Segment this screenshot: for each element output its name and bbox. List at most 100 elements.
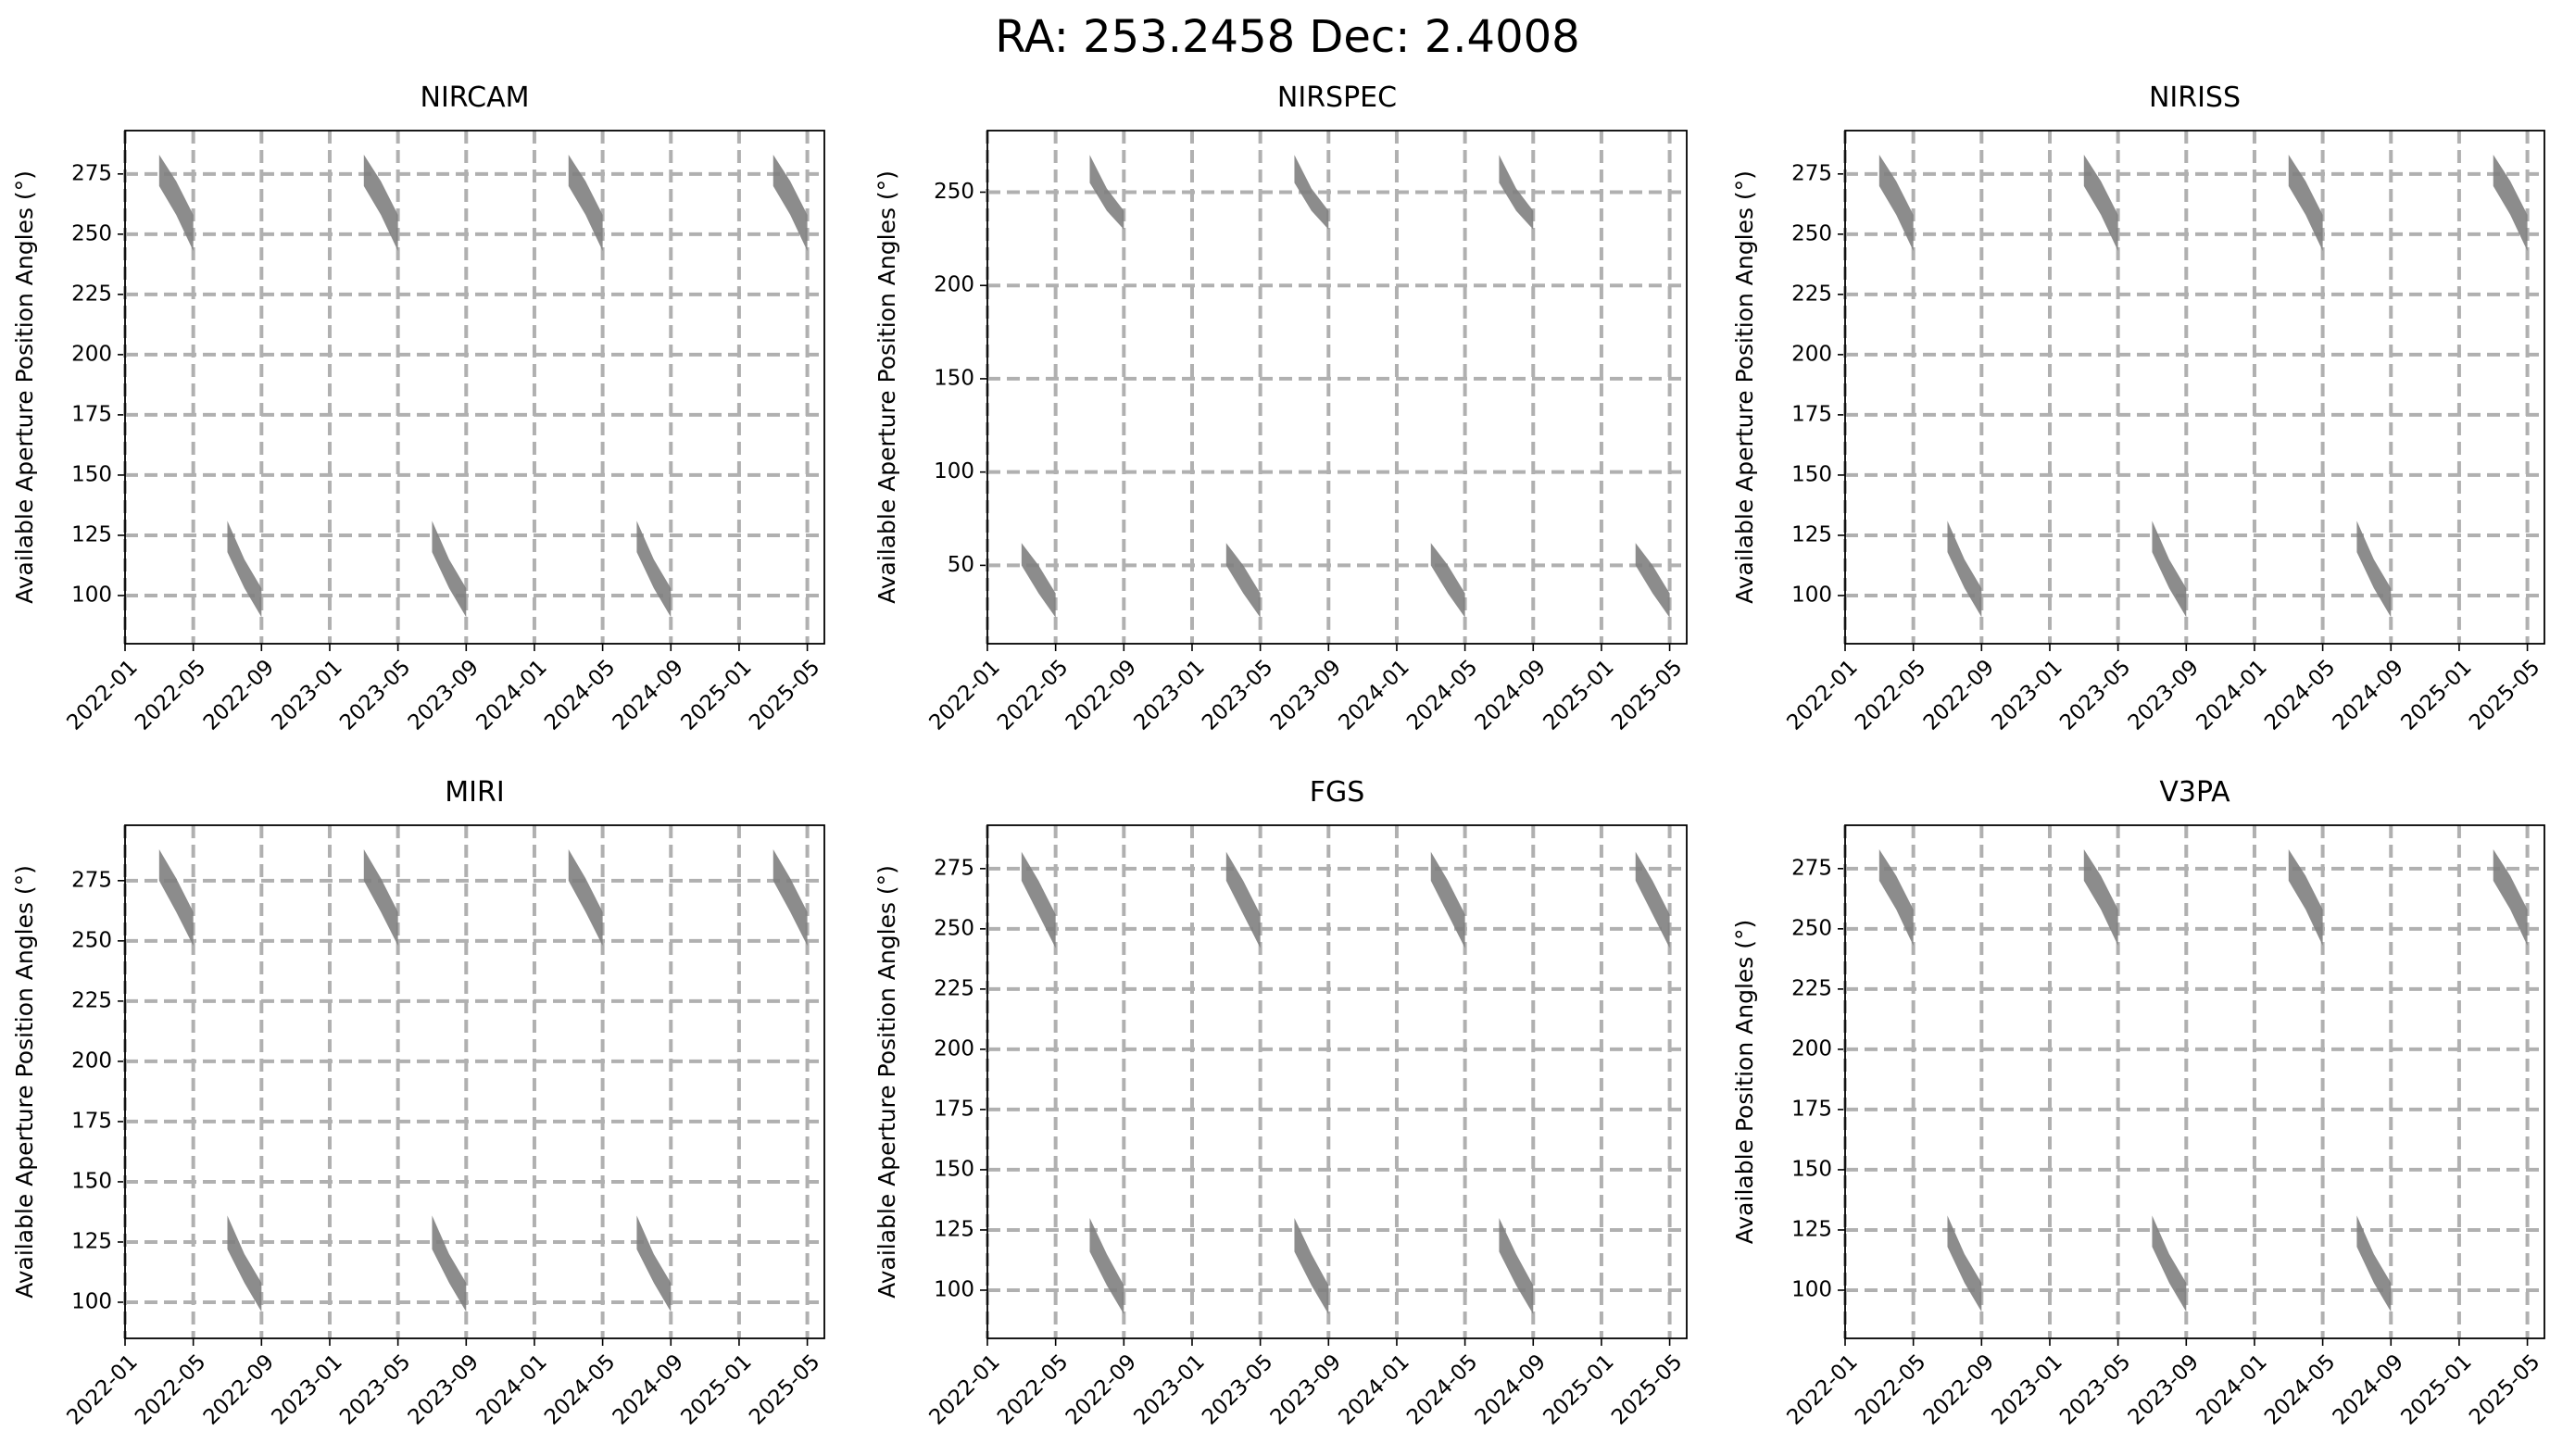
y-tick-label: 125 (71, 522, 112, 546)
y-tick-label: 175 (934, 1097, 974, 1121)
x-tick-label: 2022-01 (924, 655, 1004, 734)
position-angle-window (1225, 543, 1261, 618)
y-tick-label: 250 (71, 928, 112, 952)
y-tick-label: 250 (934, 916, 974, 940)
y-tick-label: 150 (71, 1169, 112, 1193)
y-tick-label: 125 (934, 1217, 974, 1241)
y-tick-label: 200 (1791, 342, 1832, 366)
position-angle-window (432, 521, 467, 618)
position-angle-window (1430, 543, 1465, 618)
y-tick-label: 250 (71, 221, 112, 245)
position-angle-window (1430, 851, 1465, 948)
y-tick-label: 225 (934, 976, 974, 1000)
y-tick-label: 225 (1791, 976, 1832, 1000)
x-tick-label: 2025-01 (1539, 655, 1618, 734)
axes-frame (986, 130, 1688, 645)
x-tick-label: 2022-05 (131, 655, 210, 734)
position-angle-window (158, 155, 194, 252)
x-tick-label: 2025-05 (2465, 1349, 2544, 1429)
x-tick-label: 2024-05 (1402, 655, 1482, 734)
subplot: FGS Available Aperture Position Angles (°… (873, 776, 1688, 1430)
y-tick-label: 250 (1791, 916, 1832, 940)
subplot-title: NIRCAM (421, 82, 530, 114)
y-tick-label: 175 (71, 1109, 112, 1133)
x-tick-label: 2022-01 (1782, 655, 1862, 734)
y-tick-label: 200 (1791, 1036, 1832, 1061)
y-tick-label: 200 (71, 1048, 112, 1073)
y-axis-label: Available Aperture Position Angles (°) (11, 170, 38, 604)
y-tick-label: 150 (934, 1157, 974, 1181)
y-axis-label: Available Aperture Position Angles (°) (1731, 170, 1758, 604)
y-tick-label: 200 (934, 1036, 974, 1061)
y-axis-label: Available Aperture Position Angles (°) (873, 170, 900, 604)
subplot-title: V3PA (2159, 776, 2230, 809)
position-angle-window (1878, 155, 1914, 252)
y-tick-label: 275 (934, 856, 974, 880)
x-tick-label: 2022-05 (993, 655, 1073, 734)
axes-frame (124, 824, 825, 1339)
x-tick-label: 2023-01 (267, 1349, 346, 1429)
position-angle-window (772, 155, 808, 252)
position-angle-window (636, 1215, 672, 1312)
y-tick-label: 100 (71, 1289, 112, 1313)
y-tick-label: 275 (71, 868, 112, 892)
position-angle-window (227, 521, 262, 618)
y-tick-label: 250 (1791, 221, 1832, 245)
x-tick-label: 2023-05 (1198, 655, 1277, 734)
x-tick-label: 2025-05 (745, 655, 824, 734)
x-tick-label: 2023-09 (1266, 1349, 1346, 1429)
axes-frame (124, 130, 825, 645)
x-tick-label: 2025-01 (2396, 655, 2476, 734)
position-angle-window (227, 1215, 262, 1312)
position-angle-window (1635, 851, 1670, 948)
x-tick-label: 2023-09 (404, 655, 484, 734)
position-angle-window (1947, 1215, 1982, 1312)
position-angle-window (2288, 155, 2323, 252)
subplot: MIRI Available Aperture Position Angles (… (11, 776, 825, 1430)
x-tick-label: 2024-05 (2260, 655, 2340, 734)
subplot-title: NIRSPEC (1277, 82, 1397, 114)
y-tick-label: 150 (71, 462, 112, 486)
y-tick-label: 100 (934, 459, 974, 483)
axes-frame (1844, 824, 2545, 1339)
position-angle-window (568, 155, 603, 252)
y-tick-label: 200 (934, 273, 974, 297)
x-tick-label: 2023-09 (1266, 655, 1346, 734)
x-tick-label: 2023-01 (1129, 1349, 1209, 1429)
x-tick-label: 2024-05 (1402, 1349, 1482, 1429)
x-tick-label: 2022-09 (199, 655, 279, 734)
x-tick-label: 2025-01 (676, 1349, 756, 1429)
position-angle-window (158, 849, 194, 947)
x-tick-label: 2023-05 (2055, 1349, 2135, 1429)
y-tick-label: 275 (71, 161, 112, 185)
x-tick-label: 2022-05 (993, 1349, 1073, 1429)
position-angle-window (2152, 1215, 2187, 1312)
figure-title: RA: 253.2458 Dec: 2.4008 (995, 11, 1579, 63)
position-angle-window (2083, 155, 2118, 252)
position-angle-window (1294, 1217, 1329, 1314)
x-tick-label: 2024-09 (1471, 1349, 1551, 1429)
position-angle-window (2493, 155, 2528, 252)
y-tick-label: 100 (71, 583, 112, 607)
y-tick-label: 275 (1791, 856, 1832, 880)
x-tick-label: 2025-01 (2396, 1349, 2476, 1429)
x-tick-label: 2022-01 (62, 1349, 142, 1429)
x-tick-label: 2024-01 (471, 655, 551, 734)
position-angle-window (568, 849, 603, 947)
x-tick-label: 2025-05 (2465, 655, 2544, 734)
x-tick-label: 2023-05 (1198, 1349, 1277, 1429)
x-tick-label: 2024-09 (2329, 1349, 2408, 1429)
x-tick-label: 2024-01 (2192, 655, 2271, 734)
x-tick-label: 2023-05 (335, 655, 415, 734)
position-angle-window (1089, 155, 1124, 230)
x-tick-label: 2024-09 (609, 655, 688, 734)
position-angle-window (1499, 155, 1534, 230)
position-angle-window (363, 155, 398, 252)
y-tick-label: 275 (1791, 161, 1832, 185)
x-tick-label: 2024-01 (2192, 1349, 2271, 1429)
y-tick-label: 225 (71, 988, 112, 1012)
x-tick-label: 2024-01 (1334, 655, 1413, 734)
y-tick-label: 125 (1791, 522, 1832, 546)
subplot: NIRSPEC Available Aperture Position Angle… (873, 82, 1688, 735)
